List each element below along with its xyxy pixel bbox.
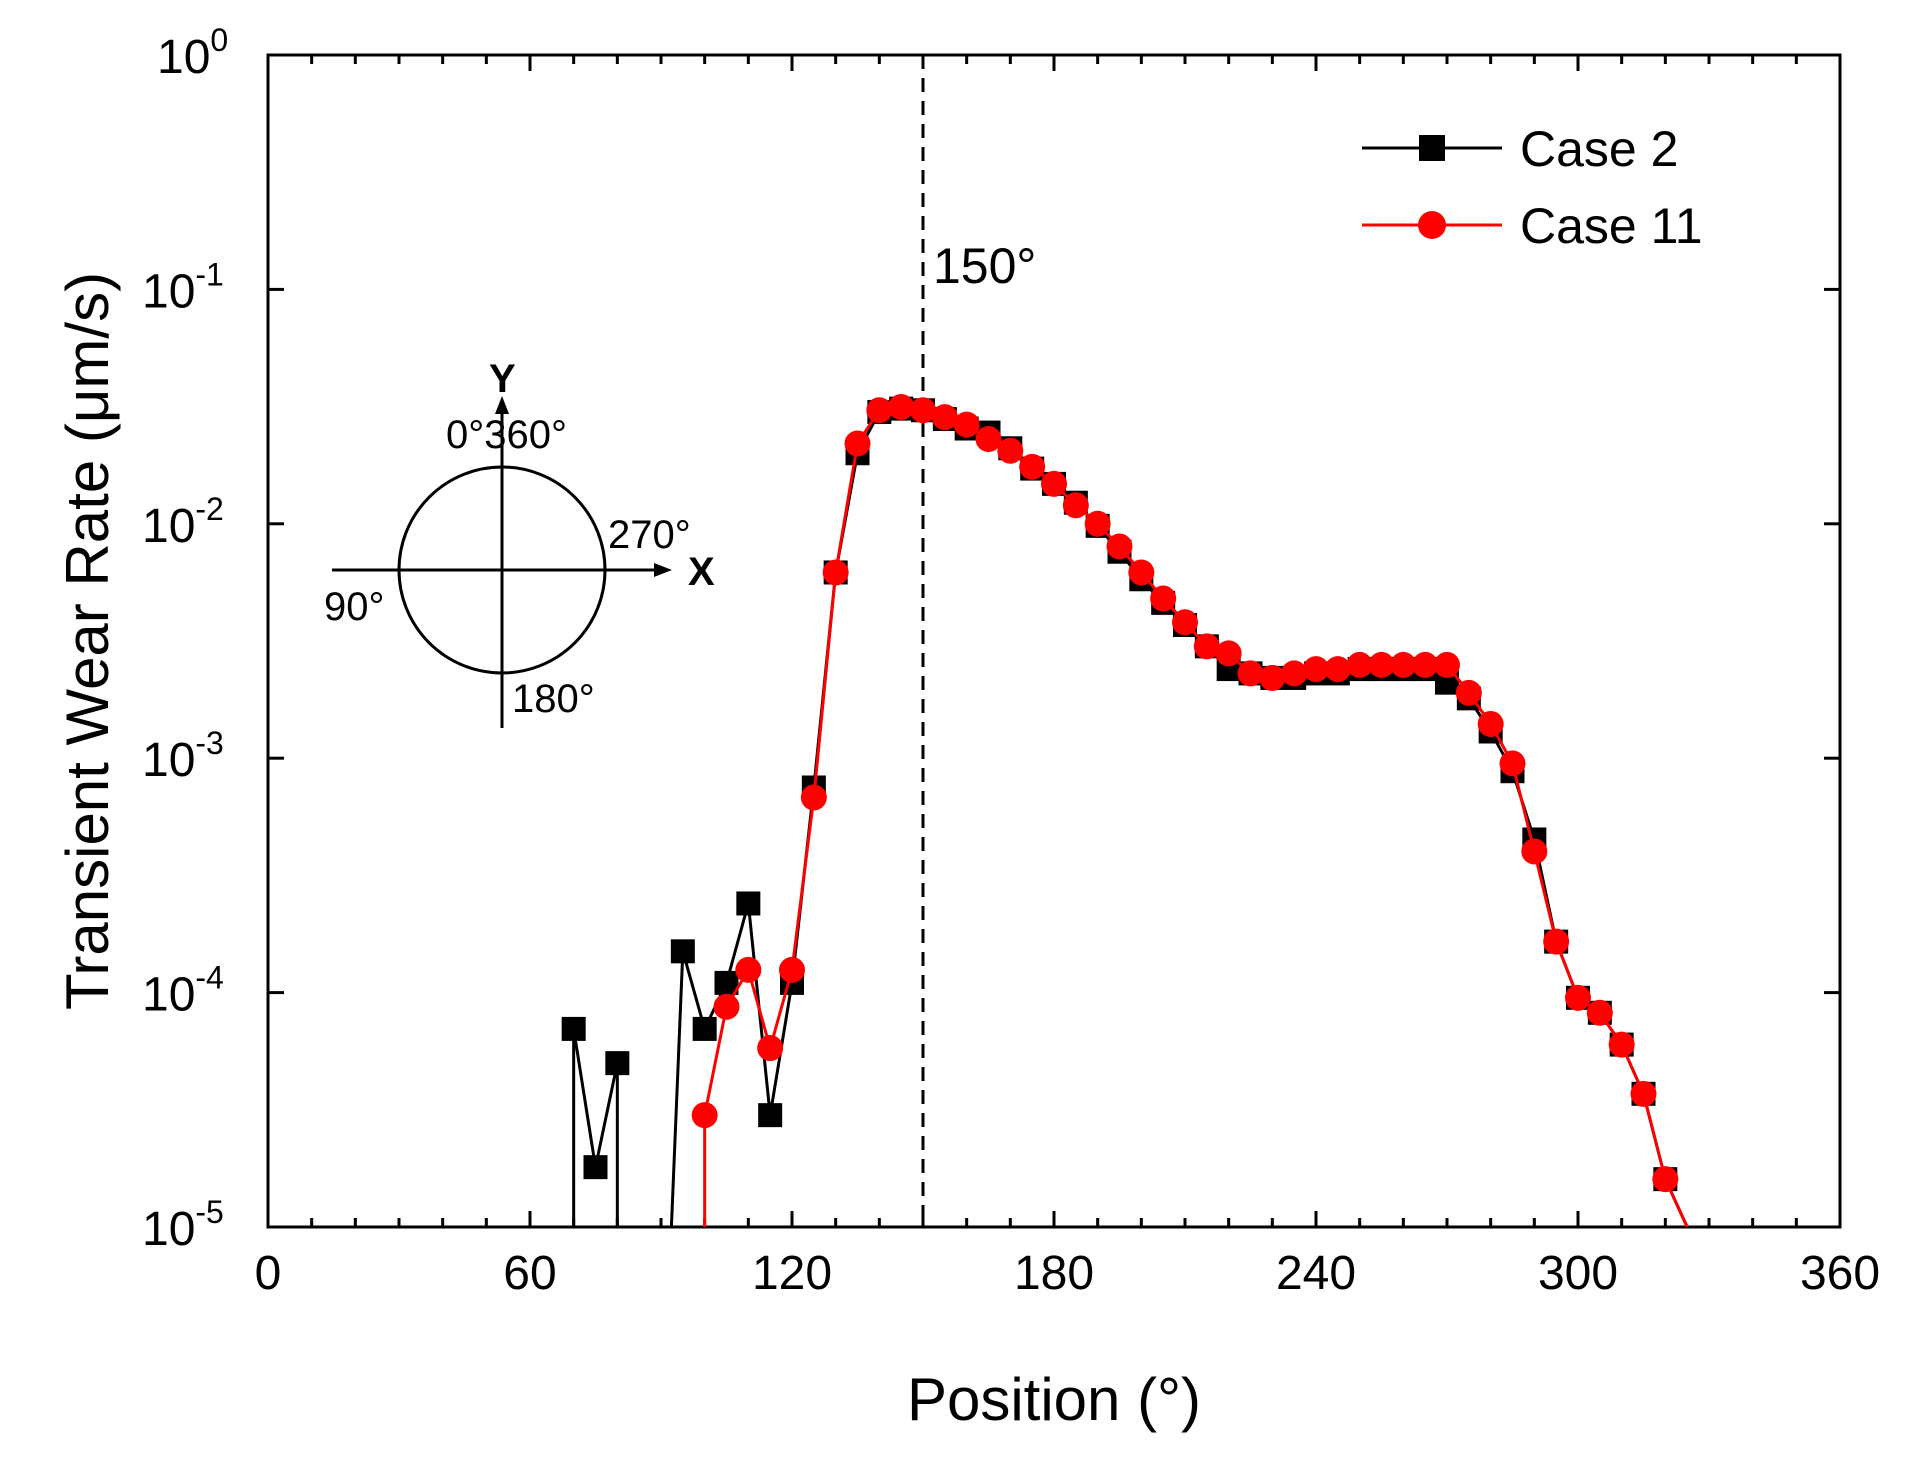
data-point bbox=[1565, 984, 1591, 1011]
data-point bbox=[844, 430, 871, 457]
data-point bbox=[1586, 999, 1613, 1026]
data-point bbox=[910, 397, 936, 424]
data-point bbox=[1041, 470, 1067, 497]
x-tick-label: 300 bbox=[1538, 1247, 1618, 1300]
series-case-2 bbox=[561, 396, 1689, 1227]
data-point bbox=[692, 1016, 717, 1041]
data-point bbox=[670, 939, 695, 964]
data-point bbox=[713, 993, 740, 1020]
inset-x-label: X bbox=[688, 550, 715, 594]
data-point bbox=[779, 956, 805, 983]
data-point bbox=[1434, 651, 1460, 678]
data-point bbox=[800, 784, 827, 811]
data-point bbox=[997, 437, 1024, 464]
x-tick-label: 0 bbox=[255, 1247, 282, 1300]
data-point bbox=[1128, 559, 1155, 586]
y-axis-ticks bbox=[268, 53, 1840, 1229]
data-point bbox=[1172, 609, 1198, 636]
inset-label-left: 90° bbox=[324, 585, 385, 629]
legend-marker-case-2 bbox=[1419, 135, 1445, 161]
data-point bbox=[691, 1102, 718, 1129]
series-layer bbox=[561, 393, 1689, 1227]
y-axis-tick-labels: 100 10-1 10-2 10-3 10-4 10-5 bbox=[142, 22, 228, 1256]
data-point bbox=[1412, 651, 1439, 678]
legend: Case 2 Case 11 bbox=[1362, 121, 1703, 254]
data-point bbox=[1215, 640, 1242, 667]
series-case-11 bbox=[691, 393, 1689, 1227]
data-point bbox=[1106, 533, 1133, 560]
data-point bbox=[1543, 928, 1570, 955]
data-point bbox=[1630, 1080, 1657, 1107]
data-point bbox=[561, 1016, 586, 1041]
data-point bbox=[757, 1035, 784, 1062]
reference-line-label: 150° bbox=[933, 238, 1036, 294]
x-tick-label: 120 bbox=[752, 1247, 832, 1300]
data-point bbox=[866, 397, 893, 424]
data-point bbox=[1324, 656, 1351, 683]
data-point bbox=[1477, 710, 1504, 737]
data-point bbox=[1084, 510, 1111, 537]
data-point bbox=[975, 426, 1002, 453]
y-tick-label: 10-5 bbox=[142, 1194, 224, 1256]
data-point bbox=[1019, 453, 1046, 480]
data-point bbox=[953, 411, 980, 438]
series-line bbox=[572, 407, 1689, 1227]
data-point bbox=[1259, 664, 1286, 691]
legend-label-case-11: Case 11 bbox=[1520, 198, 1703, 254]
data-point bbox=[1281, 660, 1308, 687]
inset-y-label: Y bbox=[489, 357, 516, 401]
y-tick-label: 10-3 bbox=[142, 725, 224, 787]
inset-label-bottom: 180° bbox=[512, 677, 595, 721]
y-tick-label: 100 bbox=[157, 22, 228, 84]
x-tick-label: 60 bbox=[503, 1247, 556, 1300]
y-tick-label: 10-4 bbox=[142, 960, 224, 1022]
data-point bbox=[1346, 651, 1373, 678]
legend-marker-case-11 bbox=[1418, 211, 1446, 239]
inset-label-right: 270° bbox=[608, 513, 691, 557]
x-axis-tick-labels: 0 60 120 180 240 300 360 bbox=[255, 1247, 1880, 1300]
data-point bbox=[1608, 1031, 1635, 1058]
data-point bbox=[605, 1051, 630, 1076]
data-point bbox=[735, 956, 762, 983]
data-point bbox=[1062, 492, 1089, 519]
x-tick-label: 180 bbox=[1014, 1247, 1094, 1300]
y-tick-label: 10-1 bbox=[142, 256, 224, 318]
data-point bbox=[1193, 633, 1220, 660]
data-point bbox=[1652, 1166, 1679, 1193]
y-axis-title: Transient Wear Rate (μm/s) bbox=[54, 272, 121, 1010]
data-point bbox=[583, 1155, 608, 1180]
data-point bbox=[931, 404, 958, 431]
data-point bbox=[1499, 750, 1526, 777]
data-point bbox=[1303, 656, 1329, 683]
data-point bbox=[758, 1103, 783, 1128]
y-tick-label: 10-2 bbox=[142, 491, 224, 553]
x-axis-ticks bbox=[266, 55, 1842, 1227]
legend-label-case-2: Case 2 bbox=[1520, 121, 1678, 177]
data-point bbox=[1390, 651, 1417, 678]
inset-label-top: 0°360° bbox=[446, 413, 567, 457]
inset-y-arrow-icon bbox=[495, 396, 509, 414]
data-point bbox=[1368, 651, 1395, 678]
data-point bbox=[1455, 679, 1482, 706]
data-point bbox=[822, 559, 849, 586]
data-point bbox=[1150, 585, 1177, 612]
data-point bbox=[1237, 660, 1264, 687]
x-axis-title: Position (°) bbox=[907, 1366, 1201, 1433]
data-point bbox=[736, 891, 761, 916]
inset-coordinate-diagram: Y X 0°360° 270° 90° 180° bbox=[324, 357, 715, 728]
data-point bbox=[1521, 838, 1548, 865]
x-tick-label: 360 bbox=[1800, 1247, 1880, 1300]
data-point bbox=[888, 393, 915, 420]
inset-x-arrow-icon bbox=[654, 563, 672, 577]
x-tick-label: 240 bbox=[1276, 1247, 1356, 1300]
